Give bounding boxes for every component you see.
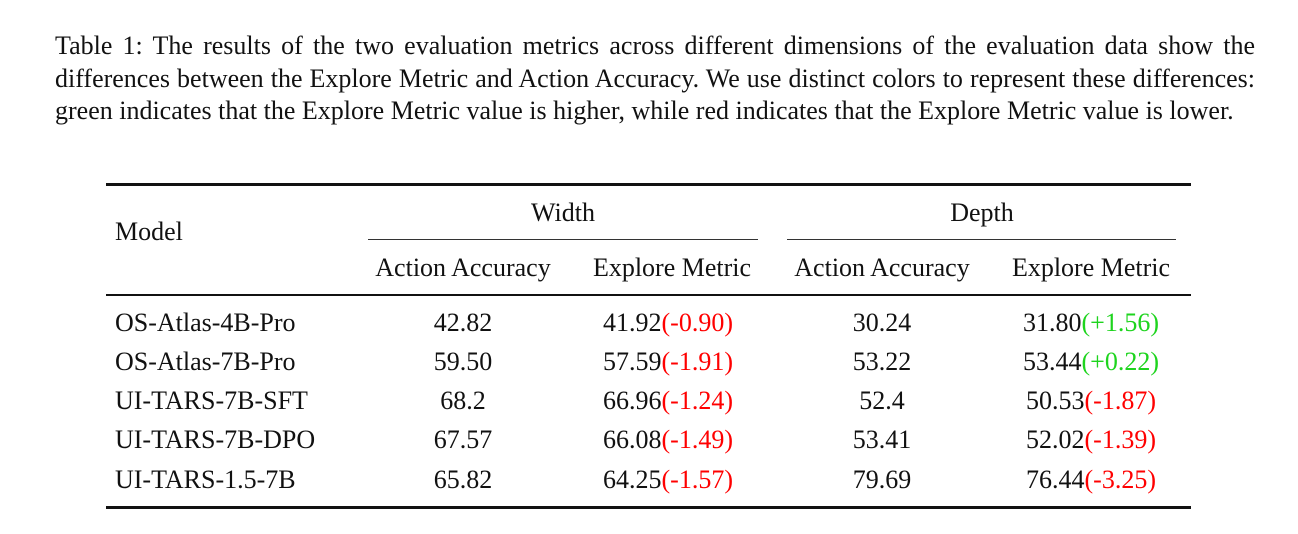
width-delta-lower: (-1.91) [661,347,733,376]
row-depth-explore-metric: 76.44(-3.25) [1026,465,1156,495]
depth-delta-higher: (+0.22) [1081,347,1159,376]
header-width-action-accuracy: Action Accuracy [375,253,551,282]
width-delta-lower: (-1.57) [661,465,733,494]
depth-group-rule [787,239,1176,240]
table-top-rule [106,183,1191,186]
row-width-explore-metric: 64.25(-1.57) [603,465,733,495]
width-explore-value: 64.25 [603,465,662,494]
row-depth-explore-metric: 52.02(-1.39) [1026,425,1156,455]
row-model: UI-TARS-1.5-7B [115,465,296,494]
row-depth-action-accuracy: 52.4 [859,386,905,415]
row-depth-explore-metric: 50.53(-1.87) [1026,386,1156,416]
width-delta-lower: (-1.49) [661,425,733,454]
width-delta-lower: (-0.90) [661,308,733,337]
depth-explore-value: 76.44 [1026,465,1085,494]
header-width-explore-metric: Explore Metric [592,253,752,282]
row-width-action-accuracy: 67.57 [433,425,493,454]
width-group-rule [368,239,758,240]
row-model: OS-Atlas-4B-Pro [115,308,296,337]
header-model: Model [115,217,183,246]
row-depth-explore-metric: 31.80(+1.56) [1023,308,1159,338]
table-header-rule [106,294,1191,296]
width-delta-lower: (-1.24) [661,386,733,415]
depth-delta-lower: (-1.87) [1084,386,1156,415]
header-group-width: Width [531,198,595,227]
row-width-action-accuracy: 59.50 [433,347,493,376]
header-group-depth: Depth [950,198,1014,227]
header-depth-explore-metric: Explore Metric [1011,253,1171,282]
table-caption: Table 1: The results of the two evaluati… [55,31,1255,125]
row-width-explore-metric: 66.08(-1.49) [603,425,733,455]
row-depth-action-accuracy: 53.22 [852,347,912,376]
row-width-action-accuracy: 65.82 [433,465,493,494]
row-depth-explore-metric: 53.44(+0.22) [1023,347,1159,377]
depth-delta-lower: (-1.39) [1084,425,1156,454]
table-bottom-rule [106,506,1191,509]
row-depth-action-accuracy: 30.24 [852,308,912,337]
depth-explore-value: 31.80 [1023,308,1082,337]
width-explore-value: 41.92 [603,308,662,337]
row-depth-action-accuracy: 79.69 [852,465,912,494]
row-width-explore-metric: 66.96(-1.24) [603,386,733,416]
row-model: UI-TARS-7B-DPO [115,425,316,454]
depth-delta-higher: (+1.56) [1081,308,1159,337]
row-model: UI-TARS-7B-SFT [115,386,308,415]
depth-explore-value: 53.44 [1023,347,1082,376]
row-width-explore-metric: 57.59(-1.91) [603,347,733,377]
header-depth-action-accuracy: Action Accuracy [794,253,970,282]
row-width-action-accuracy: 68.2 [440,386,486,415]
row-width-action-accuracy: 42.82 [433,308,493,337]
width-explore-value: 57.59 [603,347,662,376]
row-model: OS-Atlas-7B-Pro [115,347,296,376]
depth-explore-value: 52.02 [1026,425,1085,454]
depth-delta-lower: (-3.25) [1084,465,1156,494]
width-explore-value: 66.96 [603,386,662,415]
depth-explore-value: 50.53 [1026,386,1085,415]
width-explore-value: 66.08 [603,425,662,454]
row-width-explore-metric: 41.92(-0.90) [603,308,733,338]
row-depth-action-accuracy: 53.41 [852,425,912,454]
